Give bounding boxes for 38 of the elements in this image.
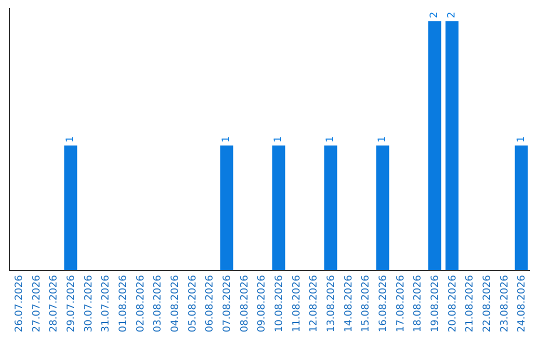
x-tick-label: 03.08.2026 [152, 275, 164, 332]
x-tick-label: 19.08.2026 [430, 275, 441, 332]
x-tick-label: 31.07.2026 [100, 275, 112, 332]
data-label: 1 [516, 136, 527, 143]
x-tick-label: 20.08.2026 [447, 275, 458, 332]
x-tick-label: 30.07.2026 [83, 275, 94, 332]
x-tick-label: 23.08.2026 [499, 275, 510, 332]
data-label: 1 [221, 136, 232, 143]
x-tick-label: 04.08.2026 [170, 275, 181, 332]
x-tick-label: 26.07.2026 [14, 275, 25, 332]
x-tick-label: 29.07.2026 [66, 275, 77, 332]
x-tick-label: 12.08.2026 [308, 275, 320, 332]
x-tick-label: 16.08.2026 [378, 275, 389, 332]
x-tick-label: 21.08.2026 [464, 275, 476, 332]
data-label: 2 [429, 12, 440, 18]
x-tick-label: 08.08.2026 [239, 275, 250, 332]
x-tick-label: 14.08.2026 [343, 275, 354, 332]
x-tick-label: 22.08.2026 [482, 275, 493, 332]
x-tick-label: 10.08.2026 [274, 275, 285, 332]
x-tick-label: 01.08.2026 [118, 275, 129, 332]
data-label: 1 [377, 136, 388, 143]
x-tick-label: 13.08.2026 [326, 275, 337, 332]
x-tick-label: 02.08.2026 [135, 275, 146, 332]
data-label: 1 [325, 136, 336, 143]
x-tick-label: 15.08.2026 [360, 275, 372, 332]
x-tick-label: 07.08.2026 [222, 275, 233, 332]
data-label: 1 [65, 136, 76, 143]
data-label: 2 [446, 12, 458, 18]
x-tick-label: 27.07.2026 [31, 275, 42, 332]
x-tick-label: 18.08.2026 [412, 275, 424, 332]
x-tick-label: 17.08.2026 [395, 275, 406, 332]
data-label: 1 [273, 136, 284, 143]
x-tick-label: 11.08.2026 [291, 275, 302, 332]
x-tick-label: 05.08.2026 [187, 275, 198, 332]
x-tick-label: 06.08.2026 [204, 275, 216, 332]
x-tick-label: 09.08.2026 [256, 275, 268, 332]
x-tick-label: 24.08.2026 [516, 275, 528, 332]
x-tick-label: 28.07.2026 [48, 275, 60, 332]
